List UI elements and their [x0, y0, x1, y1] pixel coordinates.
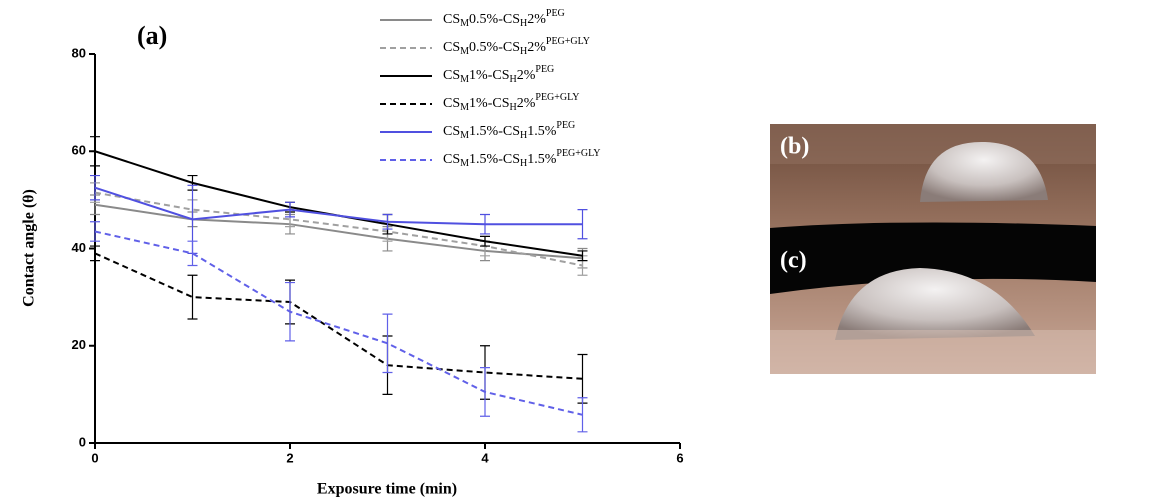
x-tick-label: 4	[481, 450, 489, 465]
error-bar	[187, 240, 198, 267]
series-line	[94, 252, 583, 380]
photo	[770, 124, 1096, 374]
series-line	[94, 191, 583, 267]
error-bar	[285, 201, 295, 218]
error-bar	[577, 250, 588, 262]
series-line	[94, 230, 583, 416]
error-bar	[382, 313, 393, 374]
panel-label: (a)	[137, 21, 167, 50]
legend-label: CSM1.5%-CSH1.5%PEG+GLY	[443, 148, 600, 169]
series-line	[94, 186, 583, 226]
legend-label: CSM1%-CSH2%PEG	[443, 64, 554, 85]
error-bar	[577, 397, 588, 433]
y-tick-label: 0	[79, 434, 86, 449]
error-bar	[480, 213, 490, 235]
legend-label: CSM0.5%-CSH2%PEG+GLY	[443, 36, 590, 57]
error-bar	[90, 174, 100, 201]
legend-label: CSM1.5%-CSH1.5%PEG	[443, 120, 575, 141]
y-tick-label: 20	[72, 337, 86, 352]
error-bar	[577, 209, 588, 240]
panel-label: (b)	[780, 134, 809, 160]
error-bar	[480, 235, 490, 247]
x-axis-label: Exposure time (min)	[317, 481, 457, 498]
y-tick-label: 80	[72, 45, 86, 60]
error-bar	[90, 221, 100, 242]
y-axis-label: Contact angle (θ)	[21, 189, 38, 307]
error-bar	[90, 136, 100, 167]
y-tick-label: 60	[72, 143, 86, 158]
legend-label: CSM0.5%-CSH2%PEG	[443, 8, 565, 29]
x-tick-label: 0	[91, 450, 98, 465]
error-bar	[90, 245, 100, 262]
y-tick-label: 40	[72, 240, 86, 255]
error-bar	[480, 367, 490, 417]
x-tick-label: 2	[286, 450, 293, 465]
legend-label: CSM1%-CSH2%PEG+GLY	[443, 92, 579, 113]
error-bar	[285, 281, 295, 342]
error-bar	[187, 274, 198, 320]
x-tick-label: 6	[676, 450, 683, 465]
error-bar	[382, 213, 393, 230]
panel-label: (c)	[780, 248, 807, 274]
series-line	[94, 203, 583, 260]
